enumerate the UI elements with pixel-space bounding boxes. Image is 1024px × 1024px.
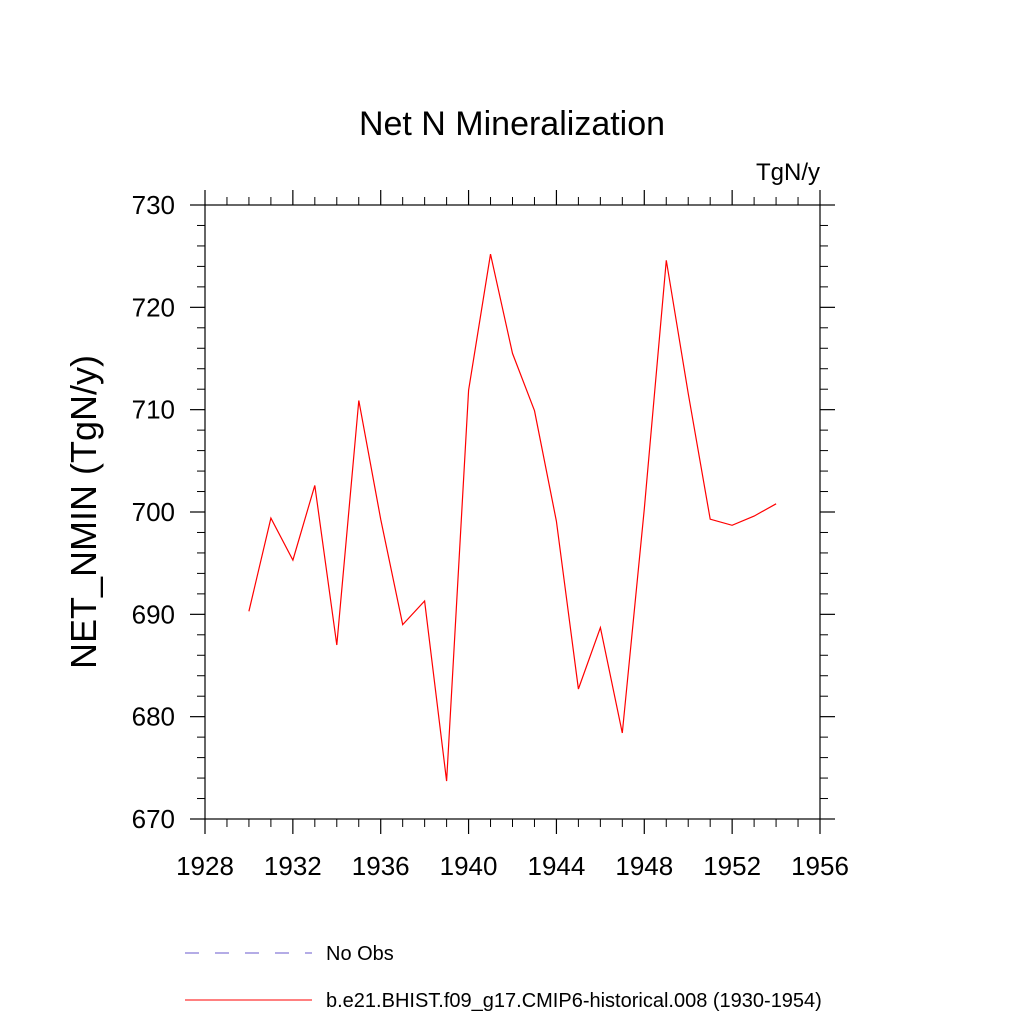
y-tick-label: 690	[132, 599, 175, 629]
units-label: TgN/y	[756, 159, 820, 186]
series-layer	[248, 253, 777, 782]
y-tick-label: 730	[132, 190, 175, 220]
x-tick-label: 1940	[440, 851, 498, 881]
y-tick-label: 720	[132, 292, 175, 322]
series-line	[248, 253, 777, 782]
x-tick-label: 1936	[352, 851, 410, 881]
x-tick-label: 1952	[703, 851, 761, 881]
y-axis-label: NET_NMIN (TgN/y)	[63, 355, 104, 669]
legend-label: b.e21.BHIST.f09_g17.CMIP6-historical.008…	[326, 990, 822, 1012]
plot-frame	[204, 204, 821, 820]
chart-title: Net N Mineralization	[359, 105, 665, 143]
y-tick-label: 670	[132, 804, 175, 834]
x-tick-label: 1956	[791, 851, 849, 881]
x-tick-label: 1928	[176, 851, 234, 881]
x-tick-label: 1932	[264, 851, 322, 881]
x-tick-label: 1944	[528, 851, 586, 881]
y-tick-label: 710	[132, 395, 175, 425]
legend-label: No Obs	[326, 943, 394, 965]
x-tick-label: 1948	[615, 851, 673, 881]
y-tick-label: 700	[132, 497, 175, 527]
axis-tick-labels: 1928 1932 1936 1940 1944 1948 1952 1956 670 680 69…	[132, 190, 849, 881]
axis-ticks	[190, 190, 835, 834]
legend: No Obs b.e21.BHIST.f09_g17.CMIP6-historic…	[185, 943, 822, 1012]
y-tick-label: 680	[132, 702, 175, 732]
